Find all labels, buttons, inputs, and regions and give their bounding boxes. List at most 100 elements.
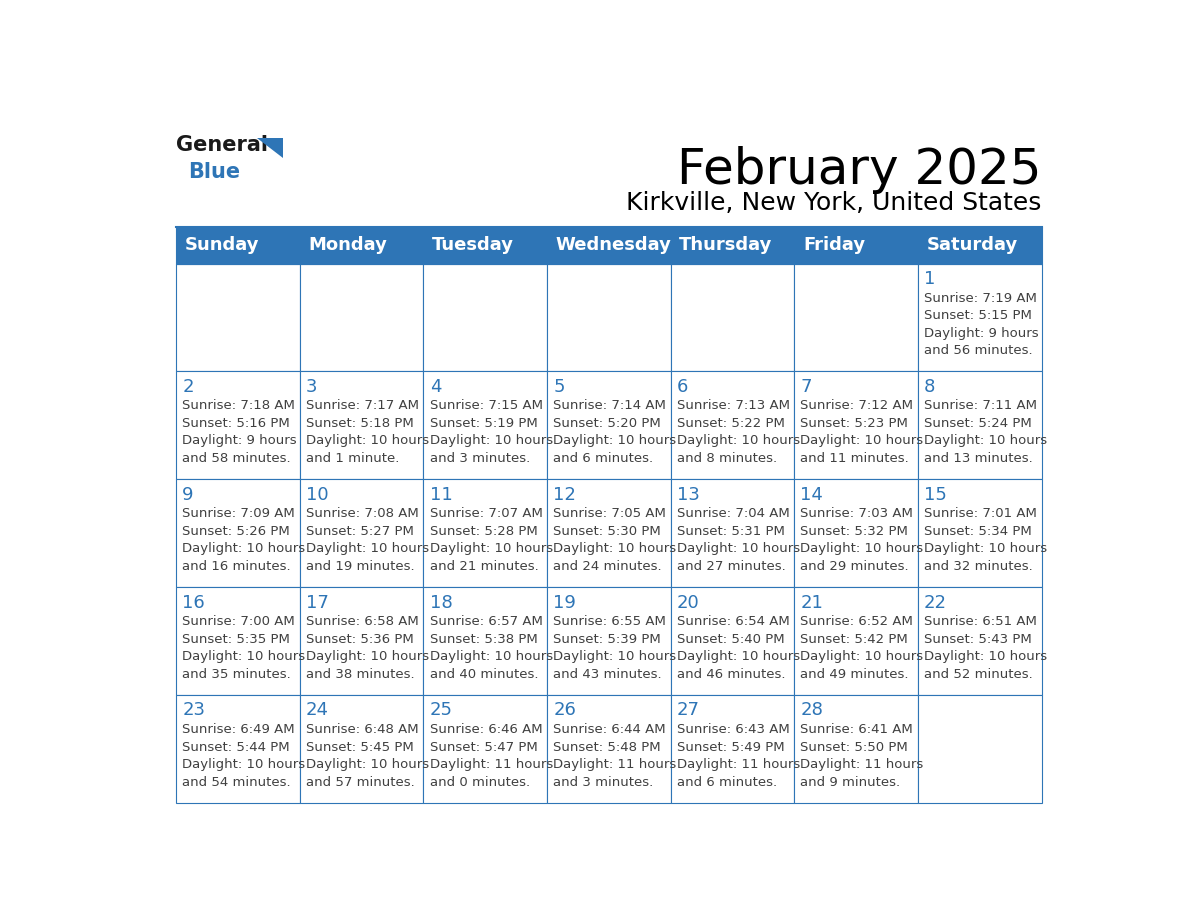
Text: Sunrise: 7:08 AM
Sunset: 5:27 PM
Daylight: 10 hours
and 19 minutes.: Sunrise: 7:08 AM Sunset: 5:27 PM Dayligh… [307,508,429,573]
FancyBboxPatch shape [299,588,423,695]
Text: 16: 16 [182,594,206,611]
Text: Sunrise: 7:11 AM
Sunset: 5:24 PM
Daylight: 10 hours
and 13 minutes.: Sunrise: 7:11 AM Sunset: 5:24 PM Dayligh… [924,399,1048,465]
FancyBboxPatch shape [918,695,1042,803]
FancyBboxPatch shape [918,588,1042,695]
Text: Sunrise: 7:14 AM
Sunset: 5:20 PM
Daylight: 10 hours
and 6 minutes.: Sunrise: 7:14 AM Sunset: 5:20 PM Dayligh… [554,399,676,465]
FancyBboxPatch shape [176,695,299,803]
Text: Friday: Friday [803,236,865,254]
FancyBboxPatch shape [423,227,546,263]
Text: Sunrise: 6:57 AM
Sunset: 5:38 PM
Daylight: 10 hours
and 40 minutes.: Sunrise: 6:57 AM Sunset: 5:38 PM Dayligh… [430,615,552,680]
Text: 5: 5 [554,378,564,396]
Text: Sunrise: 6:52 AM
Sunset: 5:42 PM
Daylight: 10 hours
and 49 minutes.: Sunrise: 6:52 AM Sunset: 5:42 PM Dayligh… [801,615,923,680]
FancyBboxPatch shape [546,695,671,803]
FancyBboxPatch shape [671,227,795,263]
FancyBboxPatch shape [546,263,671,372]
Text: 24: 24 [307,701,329,720]
Text: 12: 12 [554,486,576,504]
Text: 26: 26 [554,701,576,720]
Text: Sunrise: 7:17 AM
Sunset: 5:18 PM
Daylight: 10 hours
and 1 minute.: Sunrise: 7:17 AM Sunset: 5:18 PM Dayligh… [307,399,429,465]
Text: Sunrise: 7:18 AM
Sunset: 5:16 PM
Daylight: 9 hours
and 58 minutes.: Sunrise: 7:18 AM Sunset: 5:16 PM Dayligh… [182,399,297,465]
Text: Blue: Blue [188,162,240,182]
FancyBboxPatch shape [795,263,918,372]
Text: Sunrise: 7:03 AM
Sunset: 5:32 PM
Daylight: 10 hours
and 29 minutes.: Sunrise: 7:03 AM Sunset: 5:32 PM Dayligh… [801,508,923,573]
Text: General: General [176,135,268,155]
Text: February 2025: February 2025 [677,145,1042,194]
Text: Monday: Monday [309,236,387,254]
Text: Sunrise: 6:46 AM
Sunset: 5:47 PM
Daylight: 11 hours
and 0 minutes.: Sunrise: 6:46 AM Sunset: 5:47 PM Dayligh… [430,723,552,789]
FancyBboxPatch shape [546,479,671,588]
Text: 21: 21 [801,594,823,611]
FancyBboxPatch shape [671,479,795,588]
FancyBboxPatch shape [918,479,1042,588]
Text: 1: 1 [924,270,935,288]
Text: 22: 22 [924,594,947,611]
Text: Sunrise: 6:43 AM
Sunset: 5:49 PM
Daylight: 11 hours
and 6 minutes.: Sunrise: 6:43 AM Sunset: 5:49 PM Dayligh… [677,723,800,789]
Text: 15: 15 [924,486,947,504]
Text: Sunrise: 7:15 AM
Sunset: 5:19 PM
Daylight: 10 hours
and 3 minutes.: Sunrise: 7:15 AM Sunset: 5:19 PM Dayligh… [430,399,552,465]
FancyBboxPatch shape [176,588,299,695]
Text: Sunrise: 7:00 AM
Sunset: 5:35 PM
Daylight: 10 hours
and 35 minutes.: Sunrise: 7:00 AM Sunset: 5:35 PM Dayligh… [182,615,305,680]
FancyBboxPatch shape [299,479,423,588]
Text: 25: 25 [430,701,453,720]
Text: Wednesday: Wednesday [556,236,671,254]
FancyBboxPatch shape [546,372,671,479]
FancyBboxPatch shape [671,263,795,372]
FancyBboxPatch shape [795,372,918,479]
FancyBboxPatch shape [176,372,299,479]
Polygon shape [257,139,283,158]
FancyBboxPatch shape [176,479,299,588]
FancyBboxPatch shape [176,263,299,372]
Text: 19: 19 [554,594,576,611]
Text: Sunrise: 7:12 AM
Sunset: 5:23 PM
Daylight: 10 hours
and 11 minutes.: Sunrise: 7:12 AM Sunset: 5:23 PM Dayligh… [801,399,923,465]
Text: Sunrise: 6:48 AM
Sunset: 5:45 PM
Daylight: 10 hours
and 57 minutes.: Sunrise: 6:48 AM Sunset: 5:45 PM Dayligh… [307,723,429,789]
Text: 18: 18 [430,594,453,611]
Text: Thursday: Thursday [680,236,772,254]
FancyBboxPatch shape [299,695,423,803]
Text: 23: 23 [182,701,206,720]
FancyBboxPatch shape [299,227,423,263]
FancyBboxPatch shape [423,263,546,372]
Text: 4: 4 [430,378,441,396]
Text: 11: 11 [430,486,453,504]
FancyBboxPatch shape [671,588,795,695]
Text: 14: 14 [801,486,823,504]
Text: 9: 9 [182,486,194,504]
Text: Sunrise: 6:51 AM
Sunset: 5:43 PM
Daylight: 10 hours
and 52 minutes.: Sunrise: 6:51 AM Sunset: 5:43 PM Dayligh… [924,615,1048,680]
FancyBboxPatch shape [918,227,1042,263]
Text: Sunrise: 6:41 AM
Sunset: 5:50 PM
Daylight: 11 hours
and 9 minutes.: Sunrise: 6:41 AM Sunset: 5:50 PM Dayligh… [801,723,924,789]
Text: 7: 7 [801,378,811,396]
FancyBboxPatch shape [671,695,795,803]
Text: Tuesday: Tuesday [432,236,514,254]
Text: 13: 13 [677,486,700,504]
Text: 20: 20 [677,594,700,611]
Text: Sunrise: 7:19 AM
Sunset: 5:15 PM
Daylight: 9 hours
and 56 minutes.: Sunrise: 7:19 AM Sunset: 5:15 PM Dayligh… [924,292,1038,357]
Text: Sunrise: 7:01 AM
Sunset: 5:34 PM
Daylight: 10 hours
and 32 minutes.: Sunrise: 7:01 AM Sunset: 5:34 PM Dayligh… [924,508,1048,573]
Text: 17: 17 [307,594,329,611]
FancyBboxPatch shape [423,479,546,588]
FancyBboxPatch shape [671,372,795,479]
Text: Sunrise: 6:54 AM
Sunset: 5:40 PM
Daylight: 10 hours
and 46 minutes.: Sunrise: 6:54 AM Sunset: 5:40 PM Dayligh… [677,615,800,680]
Text: Sunrise: 6:44 AM
Sunset: 5:48 PM
Daylight: 11 hours
and 3 minutes.: Sunrise: 6:44 AM Sunset: 5:48 PM Dayligh… [554,723,676,789]
Text: Sunrise: 7:07 AM
Sunset: 5:28 PM
Daylight: 10 hours
and 21 minutes.: Sunrise: 7:07 AM Sunset: 5:28 PM Dayligh… [430,508,552,573]
Text: 8: 8 [924,378,935,396]
Text: 27: 27 [677,701,700,720]
Text: Sunrise: 6:58 AM
Sunset: 5:36 PM
Daylight: 10 hours
and 38 minutes.: Sunrise: 6:58 AM Sunset: 5:36 PM Dayligh… [307,615,429,680]
FancyBboxPatch shape [795,588,918,695]
Text: Sunrise: 7:13 AM
Sunset: 5:22 PM
Daylight: 10 hours
and 8 minutes.: Sunrise: 7:13 AM Sunset: 5:22 PM Dayligh… [677,399,800,465]
FancyBboxPatch shape [795,227,918,263]
Text: Sunrise: 7:05 AM
Sunset: 5:30 PM
Daylight: 10 hours
and 24 minutes.: Sunrise: 7:05 AM Sunset: 5:30 PM Dayligh… [554,508,676,573]
FancyBboxPatch shape [795,479,918,588]
Text: Sunday: Sunday [185,236,259,254]
Text: Sunrise: 6:55 AM
Sunset: 5:39 PM
Daylight: 10 hours
and 43 minutes.: Sunrise: 6:55 AM Sunset: 5:39 PM Dayligh… [554,615,676,680]
FancyBboxPatch shape [423,588,546,695]
FancyBboxPatch shape [795,695,918,803]
FancyBboxPatch shape [546,588,671,695]
Text: Kirkville, New York, United States: Kirkville, New York, United States [626,192,1042,216]
Text: 10: 10 [307,486,329,504]
FancyBboxPatch shape [299,372,423,479]
Text: 3: 3 [307,378,317,396]
Text: Sunrise: 7:04 AM
Sunset: 5:31 PM
Daylight: 10 hours
and 27 minutes.: Sunrise: 7:04 AM Sunset: 5:31 PM Dayligh… [677,508,800,573]
FancyBboxPatch shape [299,263,423,372]
Text: Sunrise: 6:49 AM
Sunset: 5:44 PM
Daylight: 10 hours
and 54 minutes.: Sunrise: 6:49 AM Sunset: 5:44 PM Dayligh… [182,723,305,789]
Text: Saturday: Saturday [927,236,1018,254]
